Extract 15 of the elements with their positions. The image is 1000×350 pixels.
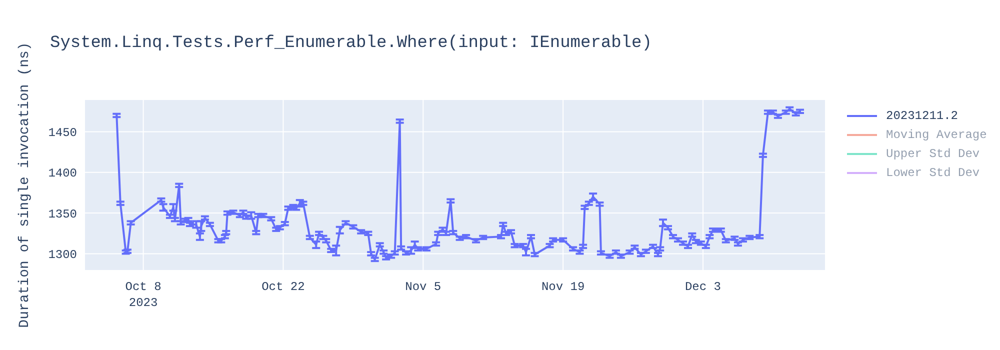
x-tick-label: Nov 19 <box>541 280 585 294</box>
legend-label: Lower Std Dev <box>886 166 980 180</box>
x-tick-label: Dec 3 <box>684 280 721 294</box>
x-tick-label: Oct 22 <box>262 280 305 294</box>
x-tick-label: Oct 8 2023 <box>125 280 162 310</box>
y-tick-label: 1450 <box>48 126 77 140</box>
y-tick-label: 1350 <box>48 207 77 222</box>
legend-label: Upper Std Dev <box>886 146 980 160</box>
y-tick-label: 1300 <box>48 248 77 262</box>
legend-label: Moving Average <box>886 128 987 142</box>
y-axis-title: Duration of single invocation (ns) <box>17 42 33 328</box>
x-tick-label: Nov 5 <box>405 280 442 294</box>
legend-label: 20231211.2 <box>886 108 958 122</box>
y-tick-label: 1400 <box>48 166 77 181</box>
chart-title: System.Linq.Tests.Perf_Enumerable.Where(input: IEnumerable) <box>50 34 652 53</box>
